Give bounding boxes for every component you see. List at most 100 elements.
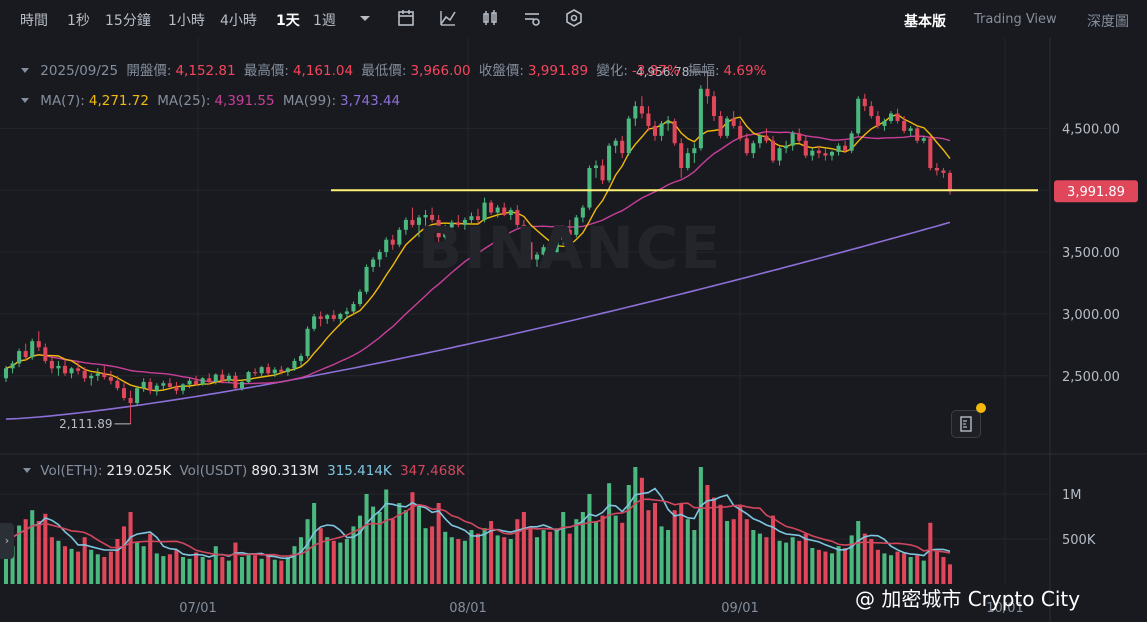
candle xyxy=(862,93,867,112)
volume-bar xyxy=(43,513,48,584)
volume-bar xyxy=(390,519,395,584)
candle-body xyxy=(770,140,776,161)
high-price-label: 4,956.78 xyxy=(636,65,689,79)
candle xyxy=(561,227,566,245)
volume-bar xyxy=(849,535,854,584)
dropdown-icon[interactable] xyxy=(355,8,375,28)
interval-15m[interactable]: 15分鐘 xyxy=(105,13,151,29)
candle-body xyxy=(69,368,74,374)
candle xyxy=(587,165,592,211)
candle xyxy=(272,367,277,378)
ma99-value: 3,743.44 xyxy=(340,93,401,109)
volume-bar xyxy=(626,485,631,584)
view-depth[interactable]: 深度圖 xyxy=(1087,14,1129,30)
view-tradingview[interactable]: Trading View xyxy=(974,12,1057,27)
interval-1w[interactable]: 1週 xyxy=(313,13,336,29)
interval-1s[interactable]: 1秒 xyxy=(67,13,90,29)
candle-body xyxy=(718,116,723,136)
candle xyxy=(246,370,251,384)
collapse-icon[interactable] xyxy=(20,95,30,105)
notification-dot xyxy=(976,403,986,413)
volume-bar xyxy=(128,512,133,584)
interval-4h[interactable]: 4小時 xyxy=(220,13,257,29)
volume-bar xyxy=(141,546,146,584)
volume-bar xyxy=(344,539,349,584)
candle-body xyxy=(344,311,349,314)
candle-body xyxy=(161,383,166,386)
candle-body xyxy=(895,113,900,121)
candle-body xyxy=(115,380,120,389)
candle xyxy=(154,383,159,396)
candle-body xyxy=(580,207,585,218)
candle xyxy=(115,375,120,391)
view-basic[interactable]: 基本版 xyxy=(904,14,946,30)
vol-usdt-value: 890.313M xyxy=(251,463,319,479)
ma25-value: 4,391.55 xyxy=(214,93,275,109)
scroll-left-button[interactable]: › xyxy=(0,523,14,559)
indicator-icon[interactable] xyxy=(438,8,458,28)
candle xyxy=(600,159,605,185)
candle-body xyxy=(777,148,782,161)
volume-bar xyxy=(947,564,953,584)
candle xyxy=(620,135,625,159)
candle-type-icon[interactable] xyxy=(480,8,500,28)
volume-bar xyxy=(266,556,271,584)
ohlc-info: 2025/09/25 開盤價: 4,152.81 最高價: 4,161.04 最低價… xyxy=(20,59,770,79)
candle xyxy=(430,207,435,223)
candle-body xyxy=(672,120,677,144)
volume-bar xyxy=(410,492,415,584)
volume-bar xyxy=(751,530,756,584)
candle-body xyxy=(213,374,218,382)
candle xyxy=(135,385,140,406)
candle-body xyxy=(298,355,304,361)
volume-bar xyxy=(89,549,94,584)
ma7-label: MA(7): xyxy=(40,93,85,109)
volume-bar xyxy=(705,485,710,584)
volume-bar xyxy=(790,537,795,584)
volume-bar xyxy=(521,512,526,584)
candle-body xyxy=(843,145,848,151)
candlestick-chart[interactable]: 07/01 08/01 09/01 10/01 4,500.00 3,500.00 3,00… xyxy=(0,38,1147,622)
candle xyxy=(174,381,179,395)
candle-body xyxy=(397,229,402,245)
volume-bar xyxy=(371,506,376,584)
volume-bar xyxy=(102,557,107,584)
drawing-tool-button[interactable] xyxy=(951,410,981,438)
candle-body xyxy=(292,360,297,369)
candle-body xyxy=(574,217,579,235)
collapse-icon[interactable] xyxy=(22,465,32,475)
candle-body xyxy=(502,207,507,215)
hexagon-icon[interactable] xyxy=(564,8,584,28)
ma-info: MA(7): 4,271.72 MA(25): 4,391.55 MA(99): 3,… xyxy=(20,93,404,109)
candle-body xyxy=(652,125,658,136)
collapse-icon[interactable] xyxy=(20,65,30,75)
candle xyxy=(239,380,245,391)
volume-bar xyxy=(934,551,939,584)
candle xyxy=(403,217,408,235)
candle-body xyxy=(187,380,192,385)
interval-time[interactable]: 時間 xyxy=(20,13,48,29)
candle-body xyxy=(626,118,631,154)
candle-body xyxy=(10,363,15,369)
candle-body xyxy=(246,372,251,382)
volume-bar xyxy=(161,556,166,584)
calendar-icon[interactable] xyxy=(396,8,416,28)
candle xyxy=(921,135,926,144)
volume-bar xyxy=(810,548,815,584)
candle-body xyxy=(508,210,513,215)
volume-bar xyxy=(351,526,356,584)
volume-bar xyxy=(30,510,35,584)
volume-bar xyxy=(941,557,946,584)
candle xyxy=(318,311,323,327)
interval-1d[interactable]: 1天 xyxy=(276,13,300,29)
candle xyxy=(89,373,94,386)
candle-body xyxy=(862,98,867,107)
candle xyxy=(489,200,494,215)
interval-1h[interactable]: 1小時 xyxy=(168,13,205,29)
candle xyxy=(397,227,402,248)
candle xyxy=(843,140,848,154)
candle-body xyxy=(711,96,717,117)
candle-body xyxy=(607,145,612,181)
settings-icon[interactable] xyxy=(522,8,542,28)
candle xyxy=(121,383,127,401)
